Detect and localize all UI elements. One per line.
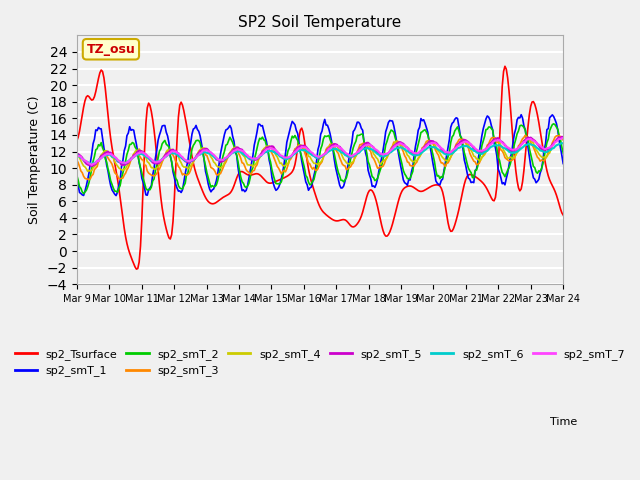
sp2_smT_4 — [287, 155, 294, 160]
sp2_smT_6 — [220, 157, 227, 163]
Title: SP2 Soil Temperature: SP2 Soil Temperature — [238, 15, 402, 30]
sp2_Tsurface — [501, 63, 509, 69]
sp2_smT_3 — [220, 165, 227, 170]
sp2_smT_2 — [134, 153, 141, 158]
sp2_smT_2 — [236, 167, 243, 173]
sp2_smT_7 — [73, 153, 81, 158]
sp2_smT_3 — [134, 150, 141, 156]
sp2_smT_7 — [134, 151, 141, 156]
sp2_smT_3 — [287, 156, 294, 162]
sp2_smT_1 — [73, 175, 81, 181]
sp2_smT_4 — [236, 148, 243, 154]
sp2_smT_6 — [134, 152, 141, 157]
sp2_smT_6 — [558, 140, 566, 146]
sp2_smT_1 — [220, 138, 227, 144]
Line: sp2_smT_3: sp2_smT_3 — [77, 135, 563, 180]
sp2_Tsurface — [132, 266, 140, 272]
sp2_Tsurface — [236, 170, 243, 176]
Line: sp2_smT_6: sp2_smT_6 — [77, 143, 563, 164]
sp2_smT_6 — [244, 154, 252, 160]
sp2_smT_4 — [84, 168, 92, 174]
sp2_smT_6 — [559, 141, 567, 146]
sp2_smT_7 — [287, 153, 294, 159]
sp2_smT_3 — [236, 152, 243, 157]
sp2_smT_5 — [287, 154, 294, 159]
sp2_smT_2 — [80, 191, 88, 197]
sp2_smT_1 — [287, 123, 294, 129]
Line: sp2_smT_5: sp2_smT_5 — [77, 137, 563, 166]
Text: Time: Time — [550, 417, 577, 427]
Line: sp2_smT_2: sp2_smT_2 — [77, 124, 563, 194]
sp2_smT_6 — [287, 154, 294, 159]
sp2_smT_3 — [522, 132, 529, 138]
sp2_smT_3 — [73, 157, 81, 163]
sp2_smT_3 — [535, 156, 543, 161]
Line: sp2_Tsurface: sp2_Tsurface — [77, 66, 563, 269]
sp2_smT_7 — [236, 147, 243, 153]
sp2_smT_3 — [244, 168, 252, 174]
sp2_smT_3 — [559, 137, 567, 143]
sp2_smT_2 — [534, 170, 541, 176]
sp2_Tsurface — [220, 194, 227, 200]
sp2_Tsurface — [535, 120, 543, 125]
sp2_smT_6 — [534, 145, 541, 151]
sp2_smT_4 — [559, 136, 567, 142]
sp2_smT_2 — [550, 121, 557, 127]
sp2_smT_1 — [134, 150, 141, 156]
sp2_smT_2 — [244, 183, 252, 189]
Legend: sp2_Tsurface, sp2_smT_1, sp2_smT_2, sp2_smT_3, sp2_smT_4, sp2_smT_5, sp2_smT_6, : sp2_Tsurface, sp2_smT_1, sp2_smT_2, sp2_… — [10, 345, 630, 381]
sp2_smT_2 — [220, 153, 227, 158]
sp2_smT_5 — [73, 151, 81, 157]
sp2_smT_6 — [73, 153, 81, 159]
sp2_Tsurface — [134, 265, 141, 271]
sp2_smT_4 — [73, 149, 81, 155]
sp2_smT_4 — [244, 162, 252, 168]
sp2_smT_4 — [558, 134, 566, 140]
sp2_smT_1 — [244, 183, 252, 189]
sp2_smT_4 — [134, 148, 141, 154]
sp2_smT_1 — [112, 193, 120, 199]
sp2_smT_6 — [88, 161, 95, 167]
Line: sp2_smT_7: sp2_smT_7 — [77, 138, 563, 165]
sp2_smT_1 — [535, 177, 543, 182]
sp2_smT_7 — [534, 141, 541, 147]
sp2_Tsurface — [244, 172, 252, 178]
sp2_smT_5 — [244, 154, 252, 159]
sp2_smT_2 — [287, 138, 294, 144]
Y-axis label: Soil Temperature (C): Soil Temperature (C) — [28, 96, 41, 224]
sp2_smT_2 — [559, 150, 567, 156]
sp2_smT_5 — [534, 141, 541, 147]
sp2_smT_7 — [244, 152, 252, 158]
sp2_smT_5 — [558, 134, 566, 140]
sp2_Tsurface — [559, 212, 567, 218]
sp2_smT_5 — [88, 163, 95, 169]
sp2_smT_1 — [236, 174, 243, 180]
sp2_smT_7 — [220, 157, 227, 163]
Text: TZ_osu: TZ_osu — [86, 43, 135, 56]
sp2_smT_5 — [559, 134, 567, 140]
sp2_smT_5 — [134, 149, 141, 155]
Line: sp2_smT_4: sp2_smT_4 — [77, 137, 563, 171]
sp2_smT_4 — [220, 163, 227, 168]
sp2_smT_7 — [559, 135, 567, 141]
sp2_Tsurface — [287, 170, 294, 176]
sp2_smT_1 — [517, 112, 525, 118]
sp2_Tsurface — [73, 138, 81, 144]
sp2_smT_2 — [73, 172, 81, 178]
sp2_smT_3 — [85, 177, 93, 183]
sp2_smT_5 — [236, 146, 243, 152]
sp2_smT_5 — [220, 158, 227, 164]
sp2_smT_7 — [88, 162, 95, 168]
Line: sp2_smT_1: sp2_smT_1 — [77, 115, 563, 196]
sp2_smT_4 — [534, 148, 541, 154]
sp2_smT_6 — [236, 148, 243, 154]
sp2_smT_1 — [559, 161, 567, 167]
